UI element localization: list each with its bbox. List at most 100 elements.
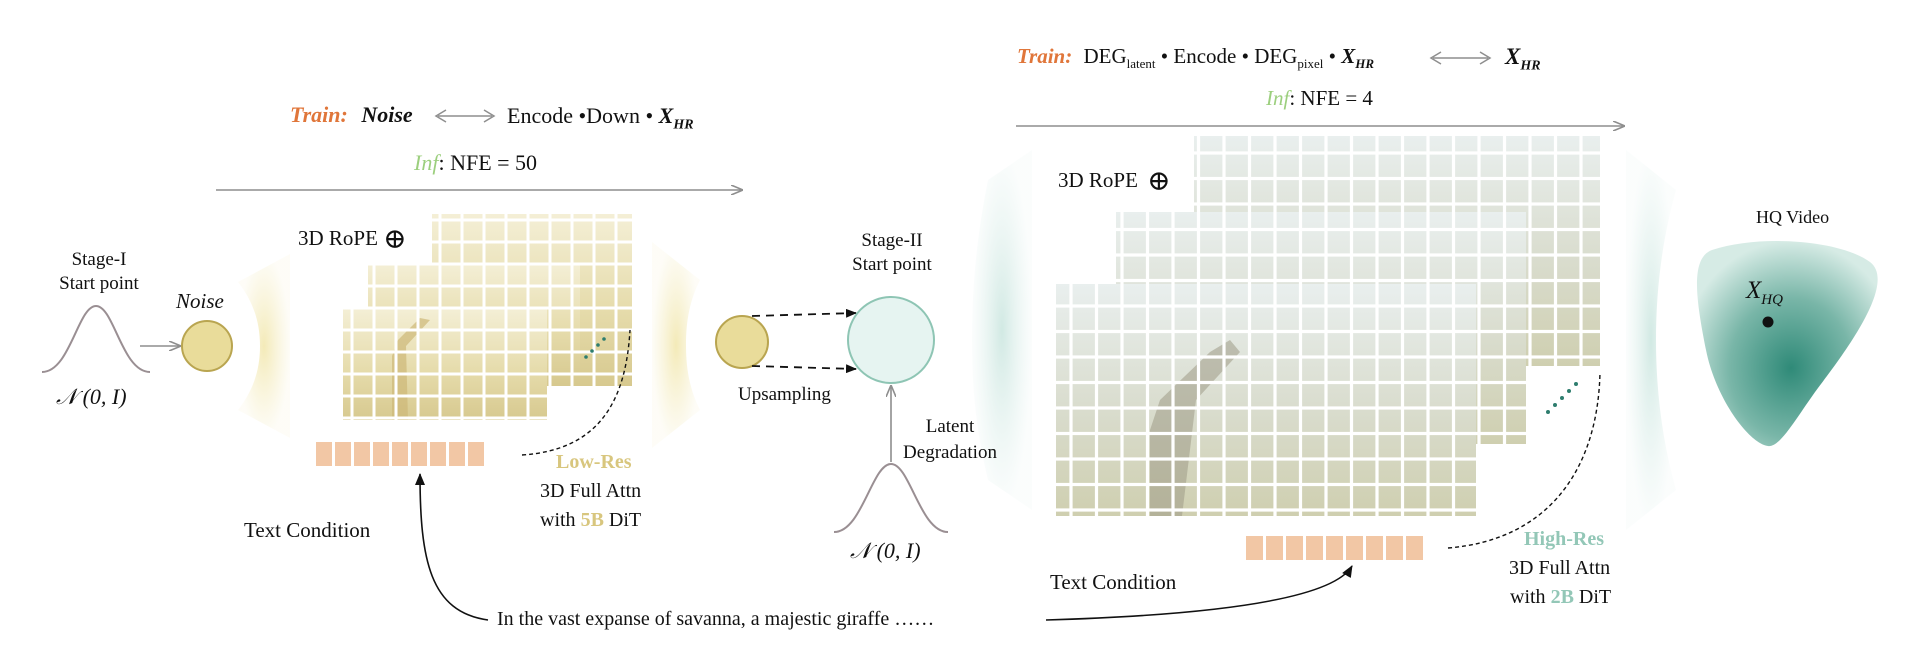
stage1-start-line2: Start point: [59, 273, 139, 294]
noise-label: Noise: [176, 289, 224, 313]
stage2-hr-sub-rhs: HR: [1520, 58, 1541, 74]
stage2-train-label: Train:: [1017, 44, 1073, 68]
stage1-start-point: Stage-I Start point: [44, 248, 154, 296]
text-token: [1246, 536, 1263, 560]
stage1-inf-text: : NFE = 50: [438, 150, 538, 175]
stage2-inf-label: Inf: [1266, 86, 1290, 110]
stage2-pixel-sub: pixel: [1297, 56, 1324, 72]
text-token: [1306, 536, 1323, 560]
stage2-dot: •: [1323, 44, 1342, 68]
circled-plus-icon-2: ⊕: [1147, 166, 1171, 197]
hq-video-point: [1762, 316, 1774, 328]
text-token: [1386, 536, 1403, 560]
stage1-train-double-arrow: [434, 109, 496, 123]
stage1-inf-row: Inf: NFE = 50: [414, 152, 537, 174]
stage1-dit-size: 5B: [580, 509, 604, 531]
text-token: [373, 442, 389, 466]
hq-video-distribution-blob: [1697, 240, 1878, 447]
latent-line1: Latent: [925, 416, 975, 437]
stage2-inf-text: : NFE = 4: [1289, 86, 1373, 110]
stage1-dit-attn: 3D Full Attn: [540, 480, 642, 502]
text-token: [411, 442, 427, 466]
stage2-hr-sub-lhs: HR: [1355, 56, 1375, 72]
stage2-deg-1: DEG: [1083, 44, 1127, 68]
hq-sub: HQ: [1761, 292, 1783, 308]
text-token: [392, 442, 408, 466]
stage1-dit-with: with: [540, 509, 581, 531]
stage2-encoder-fan: [972, 150, 1032, 510]
stage2-latent-frames: [1056, 136, 1600, 516]
circled-plus-icon: ⊕: [383, 224, 407, 255]
text-token: [1406, 536, 1423, 560]
stage1-train-label: Train:: [290, 102, 348, 127]
latent-line2: Degradation: [903, 442, 997, 463]
stage1-gaussian-label: 𝒩 (0, I): [56, 384, 127, 409]
upsampling-arrow-bottom: [751, 364, 857, 374]
stage2-text-condition: Text Condition: [1050, 570, 1177, 594]
stage2-dit-attn: 3D Full Attn: [1509, 557, 1611, 579]
stage2-gaussian-label: 𝒩 (0, I): [850, 538, 921, 563]
stage1-train-rhs: Encode •Down • XHR: [507, 105, 694, 132]
stage2-decoder-fan: [1626, 150, 1676, 530]
stage2-gaussian-curve: [833, 462, 949, 533]
text-token: [430, 442, 446, 466]
stage1-encoder-fan: [238, 254, 290, 438]
stage2-encode: • Encode •: [1155, 44, 1255, 68]
stage1-output-circle: [715, 315, 769, 369]
stage1-train-noise: Noise: [361, 102, 413, 127]
stage2-dit-size: 2B: [1550, 586, 1574, 608]
stage2-deg-2: DEG: [1254, 44, 1298, 68]
stage1-decoder-fan: [652, 242, 700, 448]
text-token: [354, 442, 370, 466]
text-token: [1286, 536, 1303, 560]
stage1-start-line1: Stage-I: [71, 249, 127, 270]
latent-degradation-label: Latent Degradation: [890, 414, 1010, 466]
hq-video-title: HQ Video: [1756, 207, 1830, 227]
stage2-dit-with: with: [1510, 586, 1551, 608]
stage1-dit-res-wrap: Low-Res: [556, 452, 632, 472]
text-token: [1346, 536, 1363, 560]
stage2-latent-sub: latent: [1126, 56, 1156, 72]
stage2-text-tokens: [1246, 536, 1423, 560]
stage1-dit-res: Low-Res: [556, 451, 632, 473]
stage2-train-rhs: XHR: [1505, 45, 1541, 74]
stage1-rope: 3D RoPE ⊕: [298, 226, 407, 254]
stage2-start-line2: Start point: [852, 254, 932, 275]
stage2-dit-size-row: with 2B DiT: [1510, 587, 1611, 607]
text-token: [1326, 536, 1343, 560]
text-token: [449, 442, 465, 466]
stage2-start-circle: [847, 296, 935, 384]
stage2-dit-res: High-Res: [1524, 528, 1604, 550]
stage2-rope: 3D RoPE ⊕: [1058, 168, 1171, 196]
stage1-rope-label: 3D RoPE: [298, 226, 378, 250]
stage1-train-row: Train: Noise: [290, 104, 413, 126]
stage1-hr-sub: HR: [673, 117, 694, 133]
stage1-dit-suffix: DiT: [603, 509, 642, 531]
stage2-start-line1: Stage-II: [861, 230, 923, 251]
stage2-dit-suffix: DiT: [1573, 586, 1612, 608]
text-token: [468, 442, 484, 466]
stage1-token-dashed-link: [521, 329, 631, 456]
stage2-start-point: Stage-II Start point: [832, 229, 952, 277]
text-token: [335, 442, 351, 466]
stage2-inf-row: Inf: NFE = 4: [1266, 88, 1373, 109]
stage1-inf-label: Inf: [414, 150, 439, 175]
stage2-frame-ellipsis: [1546, 382, 1578, 414]
stage1-latent-frames: [343, 214, 632, 420]
hq-video-symbol: XHQ: [1746, 278, 1783, 308]
prompt-to-stage1-arrow: [415, 473, 489, 621]
text-token: [1366, 536, 1383, 560]
text-prompt: In the vast expanse of savanna, a majest…: [497, 608, 935, 630]
noise-circle: [181, 320, 233, 372]
upsampling-arrow-top: [751, 308, 857, 318]
stage1-gaussian-curve: [41, 304, 151, 373]
stage1-dit-size-row: with 5B DiT: [540, 510, 641, 530]
stage2-train-double-arrow: [1429, 51, 1492, 65]
stage2-token-dashed-link: [1447, 371, 1601, 549]
stage1-frame-ellipsis: [584, 337, 606, 359]
hq-x-symbol: X: [1746, 277, 1762, 304]
stage1-text-tokens: [316, 442, 484, 466]
upsampling-label: Upsampling: [738, 384, 831, 405]
